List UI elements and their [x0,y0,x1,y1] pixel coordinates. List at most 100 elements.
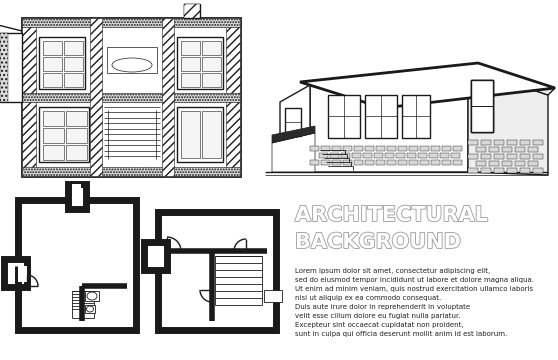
Text: Lorem ipsum dolor sit amet, consectetur adipiscing elit,
sed do eiusmod tempor i: Lorem ipsum dolor sit amet, consectetur … [295,268,534,337]
Bar [385,153,394,158]
Bar [264,290,282,302]
Bar [453,146,462,151]
Bar [515,161,525,166]
Bar [398,146,407,151]
Bar [43,41,62,55]
Bar [328,95,360,138]
Bar [22,18,240,176]
Bar [354,146,363,151]
Bar [453,160,462,165]
Bar [387,146,396,151]
Bar [181,41,200,55]
Bar [398,160,407,165]
Bar [502,161,512,166]
Polygon shape [272,126,315,143]
Bar [90,18,102,176]
Bar [22,18,240,27]
Bar [202,111,221,158]
Bar [321,146,330,151]
Bar [202,57,221,71]
Bar [376,146,385,151]
Bar [440,153,449,158]
Bar [332,146,341,151]
Bar [332,160,341,165]
Bar [481,140,491,145]
Bar [409,160,418,165]
Polygon shape [280,85,310,172]
Bar [66,128,87,143]
Bar [365,160,374,165]
Ellipse shape [86,306,94,312]
Bar [376,160,385,165]
Bar [365,146,374,151]
Text: ARCHITECTURAL: ARCHITECTURAL [295,205,488,225]
Bar [330,153,339,158]
Bar [85,305,95,313]
Bar [468,168,478,173]
Polygon shape [272,133,315,172]
Bar [43,73,62,87]
Bar [471,80,493,132]
Polygon shape [468,63,555,95]
Bar [418,153,427,158]
Bar [471,80,493,132]
Bar [66,111,87,126]
Bar [184,4,200,18]
Bar [0,33,22,102]
Bar [43,128,64,143]
Bar [85,291,99,301]
Bar [8,263,18,282]
Bar [68,184,86,209]
Bar [451,153,460,158]
Bar [319,153,328,158]
Bar [162,18,174,176]
Ellipse shape [87,292,97,300]
Bar [520,154,530,159]
Bar [528,161,538,166]
Bar [420,146,429,151]
Bar [181,111,200,158]
Bar [64,41,83,55]
Bar [442,146,451,151]
Bar [72,184,81,200]
Bar [507,168,517,173]
Bar [22,167,240,176]
Bar [481,168,491,173]
Bar [181,73,200,87]
Polygon shape [468,68,548,175]
Bar [107,47,157,73]
Bar [310,146,319,151]
Bar [468,154,478,159]
Polygon shape [310,68,468,172]
Bar [310,160,319,165]
Bar [202,73,221,87]
Bar [402,95,430,138]
Bar [489,161,499,166]
Bar [494,168,504,173]
Polygon shape [300,63,555,108]
Bar [43,57,62,71]
Bar [471,80,493,132]
Bar [494,140,504,145]
Bar [285,108,301,136]
Bar [533,140,543,145]
Bar [343,160,352,165]
Bar [18,200,136,330]
Bar [429,153,438,158]
Bar [341,153,350,158]
Bar [387,160,396,165]
Bar [66,145,87,160]
Bar [476,147,486,152]
Bar [72,291,94,318]
Bar [502,147,512,152]
Bar [520,140,530,145]
Bar [352,153,361,158]
Bar [343,146,352,151]
Bar [184,4,200,18]
Bar [520,168,530,173]
Bar [365,95,397,138]
Bar [22,93,240,102]
Bar [177,37,223,89]
Bar [476,161,486,166]
Polygon shape [300,63,478,85]
